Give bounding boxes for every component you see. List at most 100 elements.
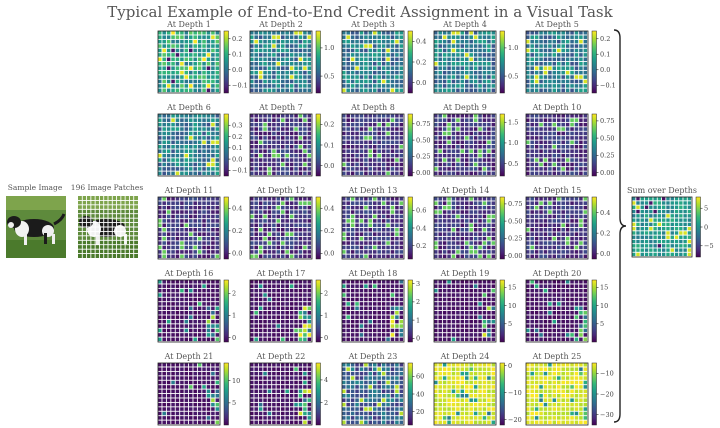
heatmap-cell [285, 402, 289, 407]
heatmap-cell [478, 145, 482, 149]
heatmap-cell [552, 280, 557, 284]
heatmap-cell [197, 127, 202, 131]
heatmap-cell [276, 319, 281, 324]
heatmap-cell [250, 70, 254, 75]
heatmap-cell [350, 311, 355, 315]
heatmap-cell [570, 324, 574, 328]
heatmap-cell [530, 140, 534, 145]
heatmap-cell [285, 380, 289, 385]
heatmap-cell [456, 205, 460, 210]
heatmap-cell [469, 254, 473, 259]
heatmap-cell [447, 420, 451, 425]
heatmap-cell [263, 136, 267, 140]
heatmap-cell [451, 245, 456, 250]
heatmap-cell [180, 75, 184, 79]
heatmap-cell [381, 66, 386, 70]
heatmap-cell [258, 118, 263, 122]
heatmap-cell [254, 197, 258, 201]
heatmap-cell [570, 118, 574, 122]
heatmap-cell [355, 145, 359, 149]
panel-frame [157, 362, 221, 426]
heatmap-cell [359, 162, 364, 167]
heatmap-cell [267, 319, 272, 324]
heatmap-cell [579, 293, 583, 297]
heatmap-cell [539, 284, 543, 288]
heatmap-cell [197, 171, 202, 176]
heatmap-cell [368, 66, 373, 70]
heatmap-cell [294, 48, 298, 53]
heatmap-cell [298, 228, 303, 232]
heatmap-cell [530, 245, 534, 250]
heatmap-cell [460, 35, 465, 39]
heatmap-cell [267, 66, 272, 70]
heatmap-cell [434, 88, 438, 93]
heatmap-cell [298, 333, 303, 337]
heatmap-cell [158, 122, 162, 127]
heatmap-cell [395, 284, 399, 288]
heatmap-cell [189, 288, 193, 293]
heatmap-cell [579, 210, 583, 214]
heatmap-cell [557, 228, 561, 232]
heatmap-cell [189, 376, 193, 380]
heatmap-cell [281, 363, 285, 367]
heatmap-cell [285, 416, 289, 420]
heatmap-cell [442, 245, 447, 250]
heatmap-cell [197, 205, 202, 210]
heatmap-cell [478, 407, 482, 411]
heatmap-cell [434, 84, 438, 88]
heatmap-cell [487, 31, 491, 35]
heatmap-cell [166, 79, 171, 84]
heatmap-cell [254, 127, 258, 131]
heatmap-cell [298, 245, 303, 250]
heatmap-cell [368, 376, 373, 380]
heatmap-cell [350, 402, 355, 407]
heatmap-cell [565, 136, 570, 140]
heatmap-cell [298, 380, 303, 385]
heatmap-cell [263, 376, 267, 380]
heatmap-cell [342, 371, 346, 376]
heatmap-cell [377, 131, 381, 136]
heatmap-cell [442, 333, 447, 337]
heatmap-cell [359, 44, 364, 48]
heatmap-cell [175, 376, 180, 380]
heatmap-cell [543, 205, 548, 210]
heatmap-cell [171, 48, 175, 53]
heatmap-cell [543, 280, 548, 284]
heatmap-cell [543, 35, 548, 39]
heatmap-cell [478, 328, 482, 333]
heatmap-cell [451, 149, 456, 153]
heatmap-cell [377, 219, 381, 223]
heatmap-cell [469, 284, 473, 288]
heatmap-cell [303, 39, 307, 44]
heatmap-cell [539, 149, 543, 153]
heatmap-cell [281, 136, 285, 140]
heatmap-cell [364, 236, 368, 241]
heatmap-cell [175, 398, 180, 402]
heatmap-panel-depth-14: At Depth 140.750.500.250.00 [433, 186, 522, 260]
heatmap-cell [390, 402, 395, 407]
heatmap-cell [442, 48, 447, 53]
heatmap-cell [377, 44, 381, 48]
heatmap-cell [267, 337, 272, 342]
heatmap-cell [399, 114, 404, 118]
heatmap-cell [451, 311, 456, 315]
heatmap-cell [158, 84, 162, 88]
heatmap-cell [364, 302, 368, 306]
heatmap-panel-depth-13: At Depth 130.60.40.2 [341, 186, 426, 260]
heatmap-cell [206, 53, 211, 57]
heatmap-cell [254, 407, 258, 411]
colorbar-tick-label: 0.0 [600, 250, 610, 258]
heatmap-cell [294, 118, 298, 122]
heatmap-cell [438, 228, 442, 232]
heatmap-cell [557, 337, 561, 342]
heatmap-cell [254, 53, 258, 57]
heatmap-cell [399, 35, 404, 39]
heatmap-cell [386, 201, 390, 205]
heatmap-cell [491, 44, 496, 48]
heatmap-cell [364, 363, 368, 367]
heatmap-cell [281, 210, 285, 214]
heatmap-cell [346, 122, 350, 127]
heatmap-cell [548, 140, 552, 145]
heatmap-cell [548, 241, 552, 245]
heatmap-cell [184, 297, 189, 302]
